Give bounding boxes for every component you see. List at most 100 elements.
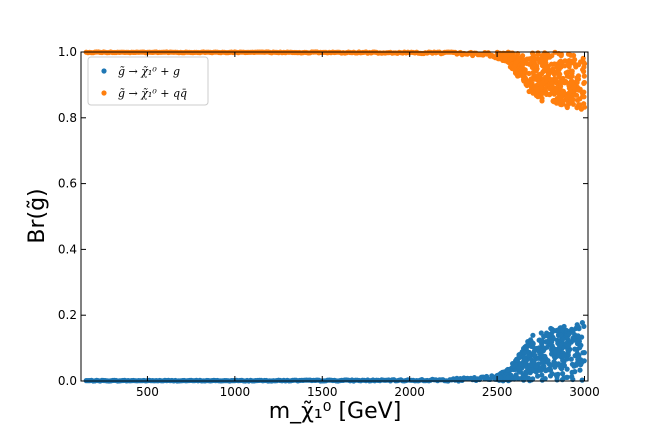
data-point-series-2 bbox=[577, 96, 583, 102]
data-point-series-1 bbox=[544, 339, 550, 345]
data-point-series-1 bbox=[555, 327, 561, 333]
data-point-series-1 bbox=[540, 344, 546, 351]
data-point-series-1 bbox=[550, 327, 557, 333]
data-point-series-2 bbox=[581, 89, 587, 95]
x-tick-label: 3000 bbox=[569, 385, 600, 399]
x-axis: 500 1000 1500 2000 2500 3000 bbox=[136, 52, 600, 399]
data-point-series-2 bbox=[541, 63, 548, 69]
data-point-series-2 bbox=[553, 77, 559, 84]
data-point-series-1 bbox=[559, 377, 566, 383]
data-point-series-1 bbox=[513, 374, 519, 381]
data-point-series-1 bbox=[564, 366, 570, 372]
data-point-series-2 bbox=[568, 52, 574, 58]
data-point-series-2 bbox=[532, 76, 538, 82]
data-point-series-1 bbox=[497, 375, 503, 381]
data-point-series-1 bbox=[536, 345, 542, 351]
data-point-series-2 bbox=[520, 62, 526, 68]
legend-label-series-2: g̃ → χ̃₁⁰ + qq̄ bbox=[118, 87, 187, 100]
data-point-series-1 bbox=[579, 359, 585, 365]
data-point-series-2 bbox=[542, 74, 549, 80]
data-point-series-2 bbox=[574, 105, 580, 111]
data-point-series-1 bbox=[549, 339, 555, 345]
data-point-series-2 bbox=[564, 94, 570, 100]
data-point-series-1 bbox=[523, 371, 529, 377]
data-point-series-1 bbox=[549, 371, 555, 377]
data-point-series-2 bbox=[538, 59, 545, 65]
data-point-series-2 bbox=[538, 71, 544, 77]
data-point-series-2 bbox=[533, 68, 539, 74]
data-point-series-2 bbox=[522, 68, 528, 74]
data-point-series-1 bbox=[575, 355, 582, 362]
x-tick-label: 1500 bbox=[307, 385, 338, 399]
data-point-series-1 bbox=[541, 363, 547, 369]
data-point-series-2 bbox=[553, 86, 559, 92]
data-point-series-2 bbox=[578, 106, 585, 112]
data-point-series-2 bbox=[562, 58, 568, 64]
data-point-series-2 bbox=[530, 90, 536, 96]
data-point-series-1 bbox=[560, 336, 566, 342]
data-point-series-2 bbox=[524, 80, 530, 86]
data-point-series-1 bbox=[533, 363, 539, 369]
y-tick-label: 1.0 bbox=[58, 45, 77, 59]
data-point-series-2 bbox=[526, 70, 532, 77]
data-point-series-1 bbox=[581, 350, 588, 356]
data-point-series-2 bbox=[511, 54, 517, 60]
data-point-series-1 bbox=[560, 357, 566, 364]
data-point-series-1 bbox=[565, 349, 571, 355]
data-point-series-1 bbox=[525, 343, 532, 349]
data-point-series-1 bbox=[569, 369, 575, 375]
data-point-series-2 bbox=[517, 70, 523, 76]
data-point-series-2 bbox=[549, 81, 555, 87]
data-point-series-1 bbox=[574, 322, 580, 328]
data-point-series-2 bbox=[531, 56, 537, 63]
data-point-series-1 bbox=[505, 366, 511, 373]
data-point-series-2 bbox=[512, 70, 519, 76]
data-point-series-2 bbox=[556, 95, 562, 101]
data-point-series-2 bbox=[554, 63, 560, 70]
data-point-series-2 bbox=[535, 94, 541, 100]
data-point-series-2 bbox=[555, 71, 562, 77]
data-point-series-2 bbox=[522, 75, 529, 81]
y-tick-label: 0.6 bbox=[58, 177, 77, 191]
data-point-series-2 bbox=[502, 56, 508, 62]
data-point-series-2 bbox=[574, 92, 580, 98]
data-point-series-2 bbox=[576, 62, 582, 68]
data-point-series-2 bbox=[563, 70, 569, 76]
data-point-series-1 bbox=[557, 342, 563, 348]
data-point-series-1 bbox=[521, 350, 528, 356]
legend-label-series-1: g̃ → χ̃₁⁰ + g bbox=[118, 65, 180, 78]
data-point-series-2 bbox=[569, 81, 575, 87]
data-point-series-1 bbox=[529, 367, 535, 373]
data-point-series-1 bbox=[577, 367, 583, 373]
data-point-series-1 bbox=[569, 326, 575, 332]
y-tick-label: 0.8 bbox=[58, 111, 77, 125]
data-point-series-1 bbox=[574, 350, 580, 357]
legend: g̃ → χ̃₁⁰ + g g̃ → χ̃₁⁰ + qq̄ bbox=[87, 56, 209, 106]
data-point-series-2 bbox=[574, 87, 581, 93]
data-point-series-2 bbox=[566, 90, 572, 96]
data-point-series-2 bbox=[581, 94, 587, 100]
data-point-series-1 bbox=[539, 377, 545, 383]
data-point-series-1 bbox=[538, 338, 544, 344]
scatter-points bbox=[83, 49, 588, 384]
data-point-series-1 bbox=[556, 346, 562, 352]
data-point-series-2 bbox=[568, 97, 574, 103]
legend-marker-series-2 bbox=[101, 90, 107, 96]
data-point-series-2 bbox=[526, 88, 532, 95]
data-point-series-1 bbox=[516, 366, 522, 372]
x-tick-label: 2500 bbox=[482, 385, 513, 399]
data-point-series-2 bbox=[541, 68, 548, 74]
plot-frame bbox=[80, 51, 589, 382]
data-point-series-1 bbox=[516, 354, 522, 360]
data-point-series-2 bbox=[581, 73, 587, 79]
data-point-series-1 bbox=[574, 360, 580, 367]
data-point-series-2 bbox=[558, 83, 564, 89]
data-point-series-1 bbox=[554, 362, 560, 368]
data-point-series-1 bbox=[538, 330, 544, 336]
data-point-series-1 bbox=[539, 372, 545, 378]
data-point-series-2 bbox=[547, 54, 553, 60]
data-point-series-1 bbox=[545, 358, 551, 364]
data-point-series-2 bbox=[539, 95, 545, 101]
data-point-series-1 bbox=[528, 337, 534, 343]
data-point-series-1 bbox=[566, 331, 573, 337]
